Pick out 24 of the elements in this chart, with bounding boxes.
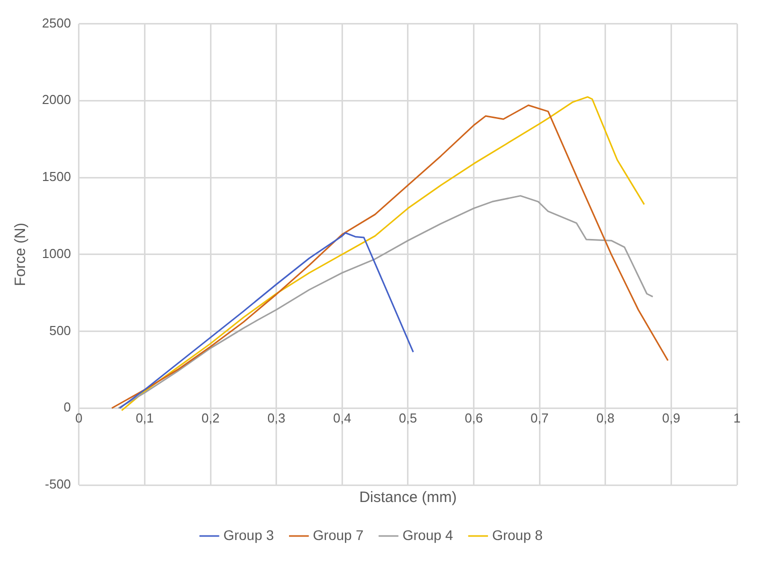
legend-label: Group 3: [223, 526, 274, 543]
legend-label: Group 4: [402, 526, 454, 543]
x-tick-label: 0: [75, 410, 83, 426]
y-axis-title: Force (N): [12, 222, 30, 286]
x-tick-label: 0,1: [136, 410, 154, 426]
y-tick-label: 2500: [42, 15, 71, 30]
y-tick-label: 2000: [42, 92, 71, 108]
y-tick-label: 500: [49, 322, 71, 338]
y-tick-label: 1500: [42, 169, 71, 184]
x-tick-label: 1: [733, 410, 741, 426]
x-tick-label: 0,2: [201, 410, 220, 426]
legend-label: Group 7: [312, 526, 364, 543]
x-tick-label: 0,5: [398, 410, 417, 426]
x-tick-label: 0,8: [596, 410, 614, 426]
x-tick-label: 0,6: [464, 410, 483, 426]
x-tick-label: 0,9: [662, 410, 680, 426]
x-tick-label: 0,3: [267, 410, 286, 426]
x-axis-title: Distance (mm): [359, 489, 457, 506]
y-tick-label: -500: [44, 476, 71, 492]
y-tick-label: 0: [64, 400, 71, 415]
x-tick-label: 0,4: [333, 410, 352, 426]
x-tick-label: 0,7: [530, 410, 549, 426]
y-tick-label: 1000: [42, 246, 71, 261]
legend-label: Group 8: [492, 526, 543, 543]
